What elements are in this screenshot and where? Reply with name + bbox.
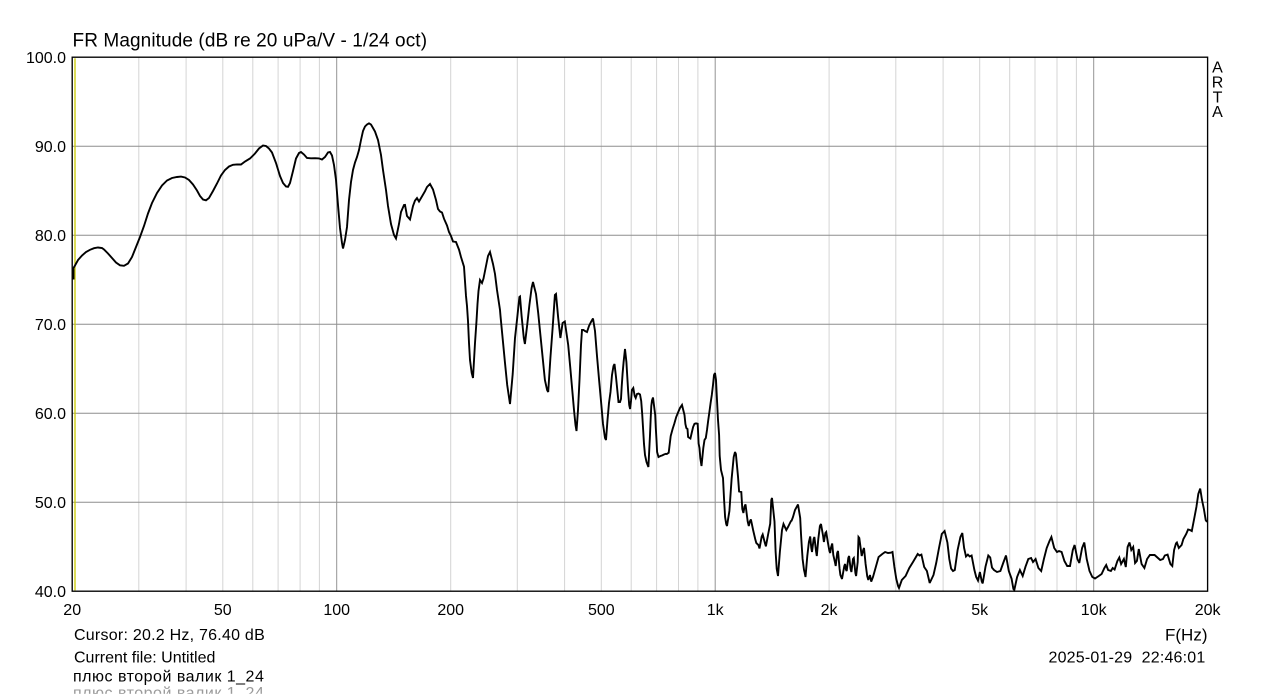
svg-text:50: 50 — [214, 602, 232, 619]
svg-text:200: 200 — [437, 602, 464, 619]
svg-text:70.0: 70.0 — [35, 317, 66, 334]
svg-text:FR Magnitude (dB re 20 uPa/V -: FR Magnitude (dB re 20 uPa/V - 1/24 oct) — [73, 30, 428, 51]
svg-text:R: R — [1212, 75, 1224, 92]
svg-text:500: 500 — [588, 602, 615, 619]
svg-text:A: A — [1212, 60, 1223, 77]
svg-text:20k: 20k — [1195, 602, 1222, 619]
svg-text:T: T — [1213, 89, 1223, 106]
svg-text:2k: 2k — [821, 602, 839, 619]
svg-text:80.0: 80.0 — [35, 228, 66, 245]
svg-text:F(Hz): F(Hz) — [1165, 626, 1207, 645]
svg-text:A: A — [1212, 104, 1223, 121]
svg-text:100: 100 — [323, 602, 350, 619]
svg-text:Cursor: 20.2 Hz, 76.40 dB: Cursor: 20.2 Hz, 76.40 dB — [74, 627, 265, 644]
svg-text:1k: 1k — [707, 602, 725, 619]
svg-text:40.0: 40.0 — [35, 584, 66, 601]
svg-text:5k: 5k — [971, 602, 989, 619]
svg-text:10k: 10k — [1081, 602, 1108, 619]
svg-text:50.0: 50.0 — [35, 495, 66, 512]
svg-text:20: 20 — [63, 602, 81, 619]
svg-text:2025-01-29 22:46:01: 2025-01-29 22:46:01 — [1048, 650, 1205, 667]
svg-text:90.0: 90.0 — [35, 139, 66, 156]
svg-text:плюс второй валик 1_24: плюс второй валик 1_24 — [73, 669, 264, 686]
svg-text:Current file: Untitled: Current file: Untitled — [74, 650, 215, 667]
svg-text:100.0: 100.0 — [26, 50, 66, 67]
svg-text:60.0: 60.0 — [35, 406, 66, 423]
